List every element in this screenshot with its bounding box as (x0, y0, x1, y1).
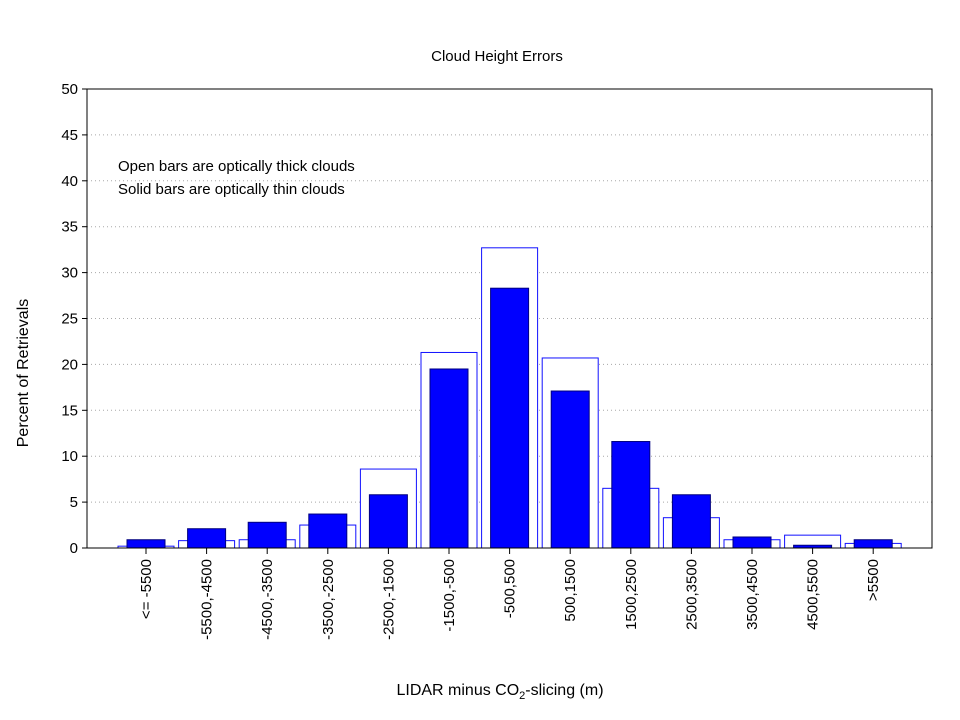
plot-frame (86, 88, 933, 549)
grid-lines (87, 134, 932, 503)
bars (117, 247, 902, 549)
x-axis-label: LIDAR minus CO2-slicing (m) (396, 682, 603, 702)
x-axis-label-subscript: 2 (519, 690, 525, 702)
bar-solid (247, 521, 287, 549)
legend-note-open: Open bars are optically thick clouds (118, 158, 355, 175)
chart-title: Cloud Height Errors (431, 48, 563, 65)
y-tick-label: 30 (61, 265, 78, 282)
y-tick-label: 10 (61, 448, 78, 465)
x-tick-label: 2500,3500 (683, 559, 700, 630)
x-tick-label: 1500,2500 (623, 559, 640, 630)
bar-solid (308, 513, 348, 549)
y-tick-label: 45 (61, 127, 78, 144)
x-axis-label-part2: -slicing (m) (525, 682, 603, 699)
y-tick-label: 35 (61, 219, 78, 236)
bar-solid (611, 441, 651, 549)
bar-solid (429, 368, 469, 549)
y-tick-label: 50 (61, 81, 78, 98)
x-tick-label: >5500 (865, 559, 882, 601)
y-tick-label: 25 (61, 311, 78, 328)
bar-solid (732, 536, 772, 549)
x-axis-label-part1: LIDAR minus CO (396, 682, 519, 699)
bar-solid (126, 539, 166, 549)
bar-solid (368, 494, 408, 549)
y-tick-label: 20 (61, 356, 78, 373)
x-tick-label: -2500,-1500 (380, 559, 397, 640)
x-tick-label: -1500,-500 (441, 559, 458, 632)
x-tick-label: -3500,-2500 (320, 559, 337, 640)
bar-solid (671, 494, 711, 549)
y-tick-label: 15 (61, 402, 78, 419)
y-tick-label: 0 (70, 540, 78, 557)
x-tick-label: -5500,-4500 (199, 559, 216, 640)
bar-solid (490, 287, 530, 549)
y-axis-label: Percent of Retrievals (15, 299, 32, 448)
legend-note-solid: Solid bars are optically thin clouds (118, 181, 345, 198)
x-tick-label: 4500,5500 (805, 559, 822, 630)
x-tick-label: <= -5500 (138, 559, 155, 619)
x-axis-ticks: <= -5500 -5500,-4500 -4500,-3500 -3500,-250… (138, 548, 882, 640)
x-tick-label: 500,1500 (562, 559, 579, 622)
bar-solid (187, 528, 227, 549)
bar-solid (550, 390, 590, 549)
x-tick-label: -500,500 (502, 559, 519, 618)
y-tick-label: 40 (61, 173, 78, 190)
bar-solid (853, 539, 893, 549)
x-tick-label: 3500,4500 (744, 559, 761, 630)
x-tick-label: -4500,-3500 (259, 559, 276, 640)
y-tick-label: 5 (70, 494, 78, 511)
y-axis-ticks: 0 5 10 15 20 25 30 35 40 45 50 (61, 81, 87, 557)
